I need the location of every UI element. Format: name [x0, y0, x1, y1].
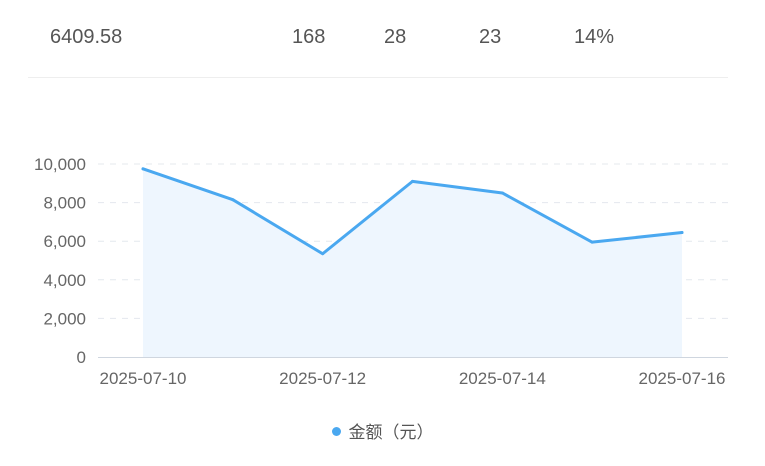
x-tick-label: 2025-07-12	[279, 369, 366, 388]
x-tick-label: 2025-07-10	[100, 369, 187, 388]
y-tick-label: 2,000	[43, 309, 86, 328]
stat-value-d: 14%	[574, 26, 615, 48]
legend-marker-icon	[331, 427, 341, 437]
x-tick-label: 2025-07-14	[459, 369, 546, 388]
stats-divider	[28, 77, 728, 78]
data-point	[321, 252, 325, 256]
data-point	[141, 167, 145, 171]
y-tick-label: 4,000	[43, 271, 86, 290]
series-area-group	[143, 168, 682, 357]
total-amount-value: 6409.58	[50, 26, 123, 48]
legend-label: 金额（元）	[348, 423, 434, 442]
data-point	[680, 231, 684, 235]
data-point	[500, 191, 504, 195]
y-tick-label: 0	[77, 348, 86, 367]
summary-stats: 6409.58 168 28 23 14%	[0, 0, 765, 78]
series-line-group	[141, 167, 684, 256]
y-tick-label: 6,000	[43, 232, 86, 251]
stat-value-a: 168	[292, 26, 326, 48]
stat-value-b: 28	[384, 26, 407, 48]
amount-area-chart: 0 2,000 4,000 6,000 8,000 10,000 2025-07-10 202…	[34, 155, 728, 388]
x-tick-label: 2025-07-16	[639, 369, 726, 388]
chart-legend[interactable]: 金额（元）	[0, 418, 765, 443]
tick-labels: 0 2,000 4,000 6,000 8,000 10,000 2025-07-10 202…	[34, 155, 725, 388]
y-tick-label: 10,000	[34, 155, 86, 174]
series-area	[143, 168, 682, 357]
data-point	[411, 179, 414, 183]
data-point	[590, 240, 594, 244]
y-tick-label: 8,000	[43, 194, 86, 213]
stat-value-c: 23	[479, 26, 502, 48]
data-point	[231, 198, 235, 202]
